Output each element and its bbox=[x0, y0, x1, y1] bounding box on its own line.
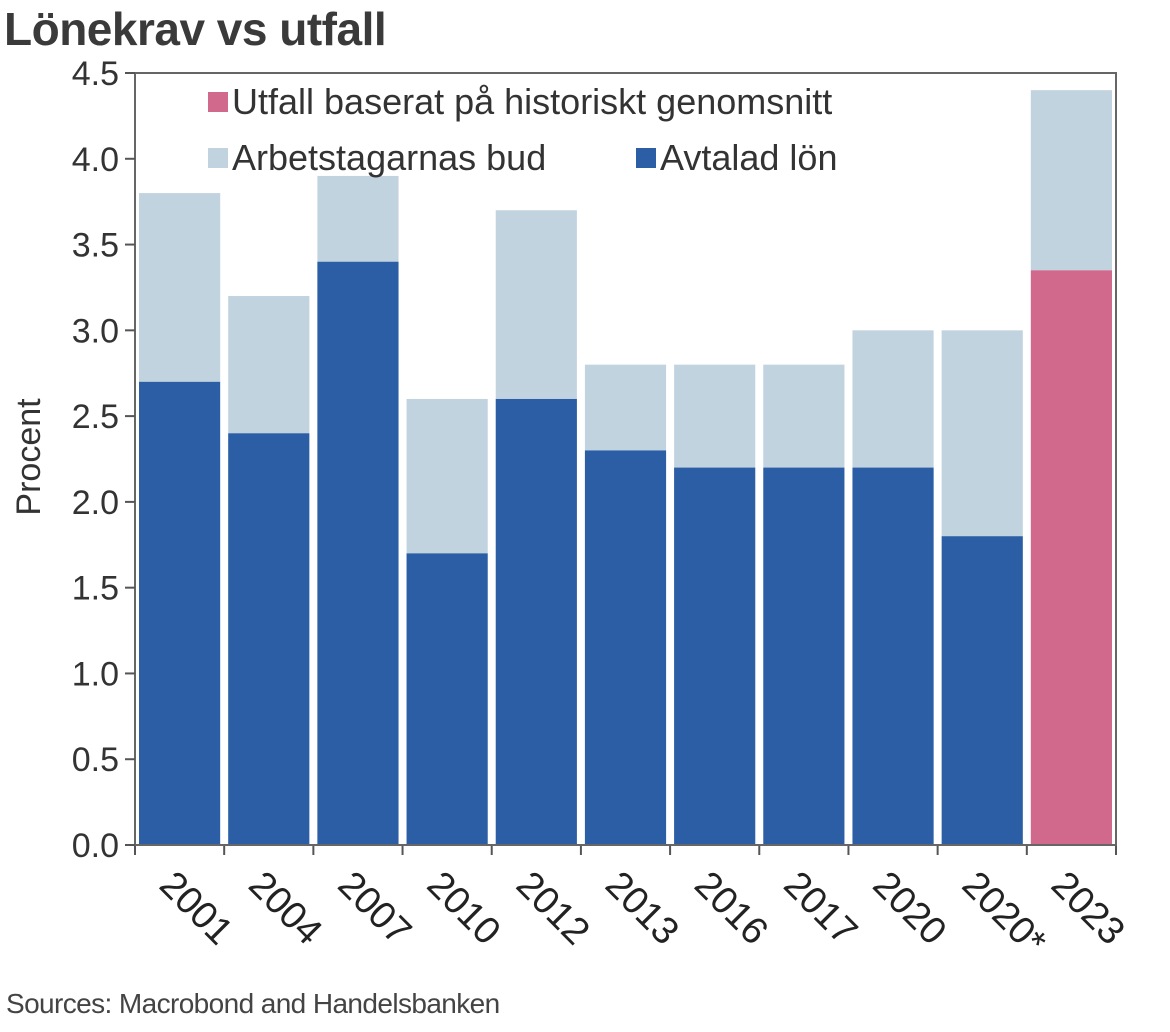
bar-arbetstagarnas-bud-2004 bbox=[228, 296, 310, 434]
bar-arbetstagarnas-bud-2020 bbox=[852, 330, 934, 468]
x-tick-label: 2020 bbox=[865, 864, 954, 953]
bar-avtalad-lon-2013 bbox=[584, 450, 667, 845]
y-tick-label: 0.0 bbox=[72, 827, 119, 865]
plot-frame bbox=[134, 72, 1117, 846]
y-tick-label: 4.5 bbox=[72, 55, 119, 93]
bar-avtalad-lon-2020 bbox=[852, 467, 934, 845]
y-tick-label: 1.5 bbox=[72, 570, 119, 608]
y-tick-label: 1.0 bbox=[72, 655, 119, 693]
chart: 2001 2004 2007 2010 2012 2013 2016 2017 2020 2020… bbox=[10, 55, 1133, 964]
y-tick-label: 3.5 bbox=[72, 227, 119, 265]
x-tick-label: 2013 bbox=[597, 864, 686, 953]
bar-avtalad-lon-2020* bbox=[941, 536, 1023, 845]
legend-label: Avtalad lön bbox=[660, 137, 837, 178]
y-tick-label: 2.0 bbox=[72, 484, 119, 522]
y-tick-label: 0.5 bbox=[72, 741, 119, 779]
x-tick-label: 2010 bbox=[419, 864, 508, 953]
bar-arbetstagarnas-bud-2013 bbox=[584, 364, 667, 451]
chart-title: Lönekrav vs utfall bbox=[4, 3, 387, 55]
bar-avtalad-lon-2004 bbox=[228, 433, 310, 845]
x-tick-label: 2016 bbox=[686, 864, 775, 953]
bar-avtalad-lon-2017 bbox=[763, 467, 845, 845]
bar-arbetstagarnas-bud-2016 bbox=[674, 364, 756, 468]
bar-arbetstagarnas-bud-2023 bbox=[1030, 90, 1112, 271]
legend-swatch bbox=[636, 148, 656, 168]
bar-avtalad-lon-2010 bbox=[406, 553, 488, 845]
y-axis-title: Procent bbox=[10, 398, 48, 516]
legend-label: Arbetstagarnas bud bbox=[232, 137, 546, 178]
y-tick-label: 4.0 bbox=[72, 141, 119, 179]
bar-arbetstagarnas-bud-2007 bbox=[317, 175, 399, 262]
legend-label: Utfall baserat på historiskt genomsnitt bbox=[232, 81, 832, 122]
bar-utfall-2023 bbox=[1030, 270, 1112, 845]
x-tick-label: 2001 bbox=[151, 864, 240, 953]
x-tick-label: 2020* bbox=[954, 864, 1054, 964]
bar-arbetstagarnas-bud-2017 bbox=[763, 364, 845, 468]
x-tick-label: 2012 bbox=[508, 864, 597, 953]
bar-avtalad-lon-2001 bbox=[139, 381, 221, 845]
bar-avtalad-lon-2012 bbox=[495, 398, 577, 845]
legend-swatch bbox=[208, 148, 228, 168]
bar-arbetstagarnas-bud-2001 bbox=[139, 193, 221, 382]
bars-layer bbox=[139, 90, 1112, 845]
bar-arbetstagarnas-bud-2010 bbox=[406, 398, 488, 554]
bar-arbetstagarnas-bud-2012 bbox=[495, 210, 577, 399]
x-tick-label: 2017 bbox=[775, 864, 864, 953]
legend-swatch bbox=[208, 92, 228, 112]
x-tick-label: 2007 bbox=[330, 864, 419, 953]
bar-avtalad-lon-2016 bbox=[674, 467, 756, 845]
x-tick-label: 2023 bbox=[1043, 864, 1132, 953]
y-tick-label: 3.0 bbox=[72, 312, 119, 350]
bar-avtalad-lon-2007 bbox=[317, 261, 399, 845]
legend: Utfall baserat på historiskt genomsnitt A… bbox=[208, 81, 837, 178]
bar-arbetstagarnas-bud-2020* bbox=[941, 330, 1023, 537]
x-tick-label: 2004 bbox=[240, 864, 329, 953]
y-tick-label: 2.5 bbox=[72, 398, 119, 436]
source-note: Sources: Macrobond and Handelsbanken bbox=[6, 988, 500, 1019]
